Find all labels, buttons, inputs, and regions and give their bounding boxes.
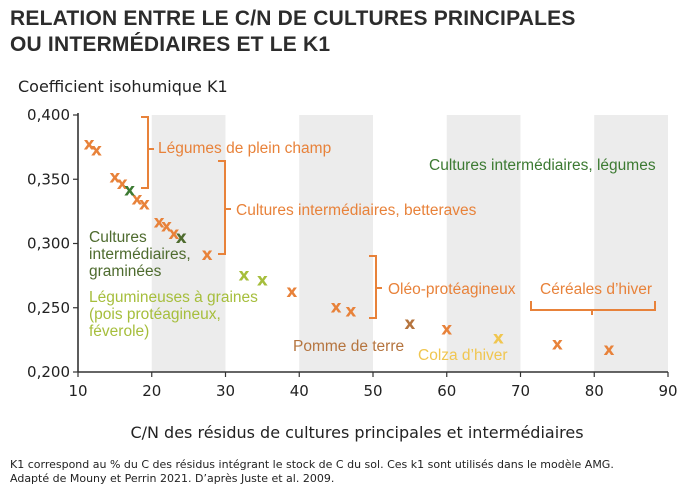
footnote-line-2: Adapté de Mouny et Perrin 2021. D’après … bbox=[10, 472, 335, 485]
data-point-cereales-0: x bbox=[552, 335, 563, 355]
annotation-colza: Colza d’hiver bbox=[418, 347, 508, 364]
y-tick-label-0: 0,200 bbox=[27, 363, 70, 381]
x-tick-label-40: 40 bbox=[290, 382, 309, 400]
x-tick-label-90: 90 bbox=[658, 382, 677, 400]
chart-title-line-2: OU INTERMÉDIAIRES ET LE K1 bbox=[10, 33, 331, 56]
shaded-band-3 bbox=[594, 115, 668, 372]
annotation-betteraves: Cultures intermédiaires, betteraves bbox=[236, 202, 477, 219]
data-point-betteraves-3: x bbox=[202, 245, 213, 265]
bracket-cereales bbox=[530, 301, 656, 315]
data-point-legumineuses-0: x bbox=[238, 265, 249, 285]
tick-labels: 10 20 30 40 50 60 70 80 90 0,200 0,250 0,300 0,350 0,… bbox=[27, 106, 678, 400]
data-point-legumes-5: x bbox=[139, 195, 150, 215]
data-point-graminees-0: x bbox=[176, 228, 187, 248]
y-axis-label: Coefficient isohumique K1 bbox=[18, 77, 228, 96]
annotation-graminees-line-0: Cultures bbox=[89, 229, 147, 246]
x-tick-label-20: 20 bbox=[142, 382, 161, 400]
data-point-cereales-1: x bbox=[604, 340, 615, 360]
data-point-oleo-3: x bbox=[441, 319, 452, 339]
annotation-cereales: Céréales d’hiver bbox=[540, 281, 652, 298]
annotation-legumineuses-line-2: féverole) bbox=[89, 323, 149, 340]
y-tick-label-3: 0,350 bbox=[27, 170, 70, 188]
x-tick-label-70: 70 bbox=[511, 382, 530, 400]
x-tick-label-60: 60 bbox=[437, 382, 456, 400]
annotations: Légumes de plein champ Cultures intermédi… bbox=[89, 140, 656, 364]
annotation-oleo: Oléo-protéagineux bbox=[388, 281, 516, 298]
shaded-band-2 bbox=[446, 115, 521, 372]
x-tick-label-50: 50 bbox=[363, 382, 382, 400]
annotation-pomme-de-terre: Pomme de terre bbox=[293, 338, 404, 355]
data-point-legumes-2: x bbox=[109, 168, 120, 188]
annotation-legumes: Légumes de plein champ bbox=[158, 140, 331, 157]
data-point-oleo-1: x bbox=[331, 297, 342, 317]
data-point-oleo-2: x bbox=[345, 301, 356, 321]
y-tick-label-4: 0,400 bbox=[27, 106, 70, 124]
chart-title-line-1: RELATION ENTRE LE C/N DE CULTURES PRINCI… bbox=[10, 7, 576, 30]
data-point-betteraves-2: x bbox=[168, 224, 179, 244]
data-point-legumes-1: x bbox=[91, 141, 102, 161]
data-point-betteraves-1: x bbox=[161, 217, 172, 237]
footnote: K1 correspond au % du C des résidus inté… bbox=[10, 458, 690, 486]
bracket-oleo bbox=[369, 255, 382, 319]
annotation-legumineuses-line-1: (pois protéagineux, bbox=[89, 306, 221, 323]
bracket-betteraves bbox=[218, 160, 231, 255]
data-point-pomme_de_terre-0: x bbox=[404, 314, 415, 334]
data-point-oleo-0: x bbox=[286, 282, 297, 302]
data-point-ci_legumes-0: x bbox=[124, 181, 135, 201]
footnote-line-1: K1 correspond au % du C des résidus inté… bbox=[10, 458, 614, 471]
data-point-legumes-3: x bbox=[117, 174, 128, 194]
x-tick-label-30: 30 bbox=[216, 382, 235, 400]
annotation-legumineuses-line-0: Légumineuses à graines bbox=[89, 289, 258, 306]
annotation-graminees-line-2: graminées bbox=[89, 263, 162, 280]
shaded-band-1 bbox=[299, 115, 373, 372]
annotation-brackets bbox=[141, 116, 656, 319]
annotation-ci-legumes: Cultures intermédiaires, légumes bbox=[429, 157, 656, 174]
shaded-bands bbox=[151, 115, 668, 372]
y-tick-label-2: 0,300 bbox=[27, 235, 70, 253]
x-tick-label-80: 80 bbox=[585, 382, 604, 400]
x-tick-label-10: 10 bbox=[68, 382, 87, 400]
bracket-legumes bbox=[141, 116, 154, 189]
data-point-legumineuses-1: x bbox=[257, 270, 268, 290]
data-point-betteraves-0: x bbox=[154, 213, 165, 233]
data-point-legumes-0: x bbox=[84, 134, 95, 154]
x-axis-label: C/N des résidus de cultures principales … bbox=[130, 423, 583, 442]
annotation-graminees-line-1: intermédiaires, bbox=[89, 246, 191, 263]
chart-title: RELATION ENTRE LE C/N DE CULTURES PRINCI… bbox=[10, 6, 690, 58]
data-point-colza-0: x bbox=[493, 328, 504, 348]
shaded-band-0 bbox=[151, 115, 226, 372]
data-point-legumes-4: x bbox=[132, 190, 143, 210]
y-tick-label-1: 0,250 bbox=[27, 299, 70, 317]
